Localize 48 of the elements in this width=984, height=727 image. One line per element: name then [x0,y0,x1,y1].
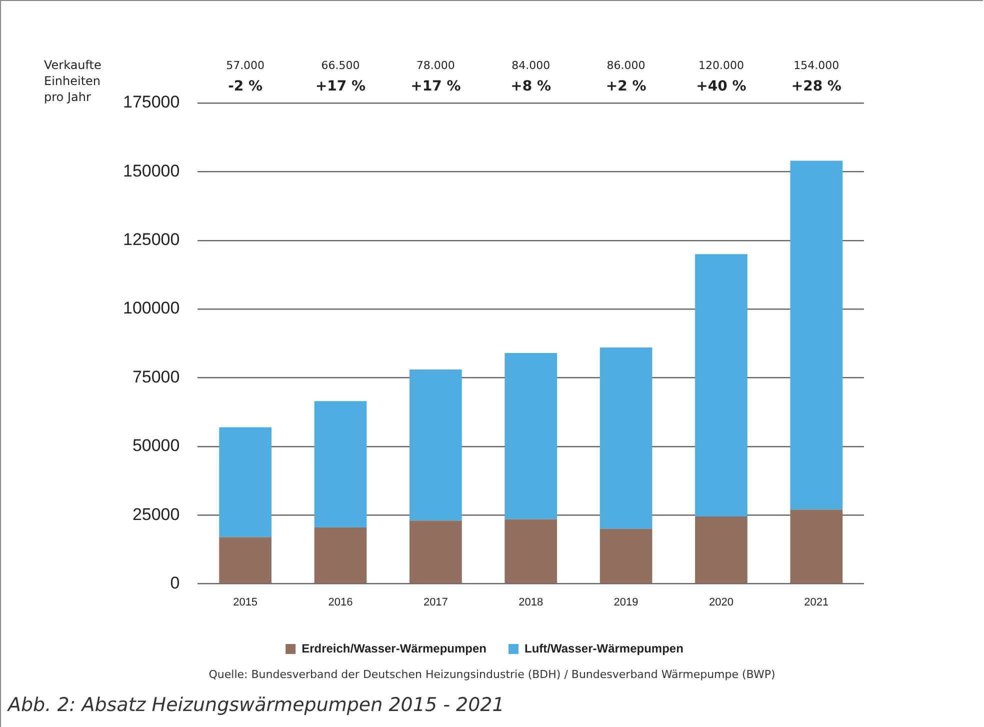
bar [410,370,462,521]
bar [504,353,558,520]
x-tick-label: 2018 [518,596,544,608]
x-tick-label: 2020 [708,596,734,608]
y-tick-label: 0 [170,573,180,592]
text: +40 % [696,78,746,95]
bar [219,537,272,584]
y-tick-label: 25000 [132,504,180,524]
text: 57.000 [226,58,265,72]
legend-label: Erdreich/Wasser-Wärmepumpen [302,641,487,656]
text: +8 % [510,78,552,95]
text: 66.500 [321,58,360,72]
y-tick-label: 150000 [122,161,180,180]
x-tick-label: 2016 [328,596,353,608]
legend-label: Luft/Wasser-Wärmepumpen [524,641,684,656]
x-tick-label: 2019 [614,596,638,608]
bar [504,519,558,584]
text: +17 % [315,78,366,95]
bar [314,527,367,584]
y-tick-label: 75000 [132,367,180,386]
text: +28 % [791,78,842,95]
x-tick-label: 2015 [233,596,258,608]
bar [790,510,843,584]
bar [314,401,367,528]
x-tick-label: 2021 [804,596,829,608]
text: 84.000 [512,58,550,72]
text: 120.000 [698,58,744,72]
y-axis-title: Verkaufte Einheiten pro Jahr [44,58,102,104]
y-tick-label: 50000 [132,436,180,456]
bar [600,348,652,529]
bar [695,516,748,584]
text: 86.000 [606,58,646,72]
text: +2 % [606,78,646,95]
y-tick-label: 175000 [122,92,180,112]
text: Abb. 2: Absatz Heizungswärmepumpen 2015 - 2021 [8,694,504,716]
text: -2 % [228,78,263,95]
text: 78.000 [416,58,455,72]
text: 154.000 [794,58,840,72]
bar [600,528,652,584]
y-tick-label: 125000 [122,230,180,250]
bar [695,254,748,516]
bar [219,427,272,538]
x-tick-label: 2017 [423,596,448,608]
y-tick-label: 100000 [122,298,180,318]
source-note: Quelle: Bundesverband der Deutschen Heizungsindustrie (BDH) / Bundesverband Wärmepumpe (BWP) [208,668,776,681]
text: +17 % [410,78,461,95]
bar [790,160,843,510]
bar [410,520,462,584]
